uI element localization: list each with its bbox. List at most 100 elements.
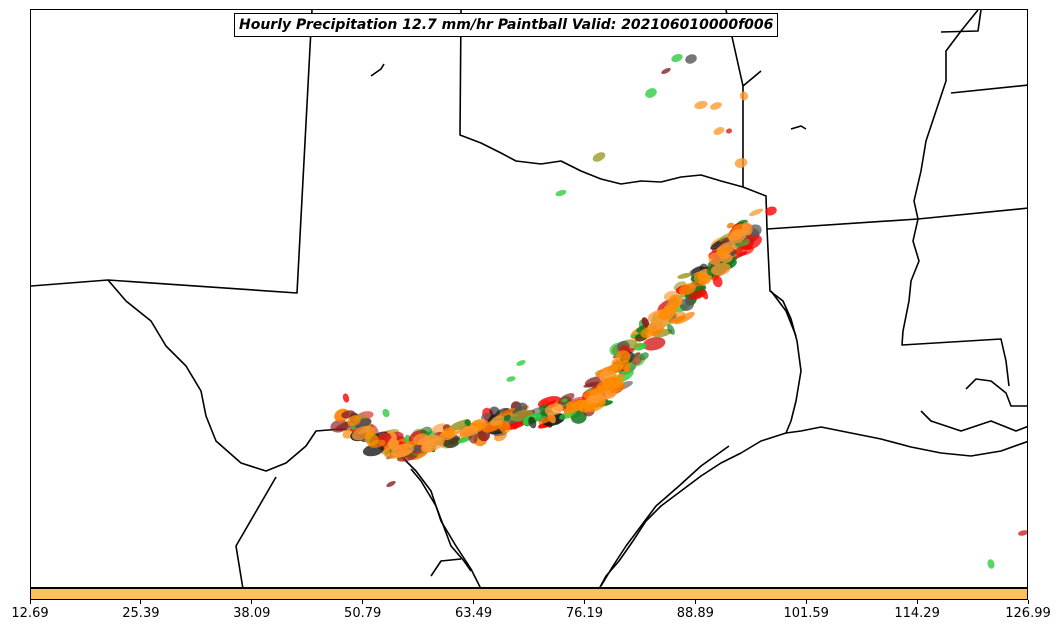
la-coast [920,378,1027,432]
colorbar-tick-mark [251,600,253,604]
precip-paintball [528,416,537,429]
precip-paintball [677,272,692,279]
precip-paintball [661,67,671,75]
precip-paintball [588,389,612,404]
colorbar-tick-label: 50.79 [344,606,382,621]
ms-al-border [950,84,1027,94]
precip-paintball [420,437,445,453]
tx-la-border [766,228,802,434]
precip-paintball [561,398,568,403]
colorbar-tick-label: 12.69 [11,606,49,621]
mx-state-border-3 [430,558,462,577]
precip-paintball [716,246,731,256]
la-ms-border [901,218,1010,387]
map-canvas [31,10,1027,587]
mx-state-border-2 [410,468,472,572]
precip-paintball [589,385,610,396]
map-panel [30,9,1028,588]
precip-paintball [685,54,697,64]
precip-paintball [631,356,642,366]
precip-paintball [603,373,625,386]
map-title: Hourly Precipitation 12.7 mm/hr Paintbal… [234,13,779,37]
precip-paintball [647,317,669,332]
colorbar-tick-label: 76.19 [565,606,604,621]
ok-ar-border [725,10,1027,230]
precip-paintball [544,403,564,416]
precip-paintball [460,425,479,437]
precip-paintball [694,100,708,110]
rio-grande [107,279,481,587]
precip-paintball [365,434,379,447]
precip-paintball [708,252,722,265]
ok-ark-notch [370,63,385,77]
mx-state-border-1 [235,476,277,587]
precip-paintball [639,352,649,361]
precip-paintball [641,317,650,328]
precip-paintball [489,406,501,418]
precip-paintball [710,102,722,110]
colorbar-tick-label: 38.09 [233,606,271,621]
precip-paintball [498,420,511,434]
precip-paintball [563,399,587,415]
precip-paintball [720,254,733,264]
precip-paintball [734,245,754,256]
precip-paintball [390,443,415,458]
precip-paintball [633,342,642,348]
precip-paintball [688,289,707,301]
ms-river [913,10,979,220]
precip-paintball [725,128,733,134]
colorbar-tick-mark [805,600,807,604]
precip-paintball [739,91,749,101]
precip-paintball [611,358,623,373]
precip-paintball [645,88,657,98]
colorbar-tick-label: 126.99 [1005,606,1051,621]
mo-ar-border [742,70,762,87]
tn-small [790,125,807,130]
colorbar-tick-mark [1027,600,1029,604]
precip-paintball [749,208,764,217]
precip-paintball [506,376,516,382]
precip-paintball [674,311,695,325]
precip-paintball [658,304,678,320]
precip-paintball [713,127,725,135]
colorbar [30,588,1028,600]
colorbar-tick-mark [473,600,475,604]
colorbar-tick-label: 114.29 [894,606,940,621]
barrier-island [600,445,730,587]
precip-paintball [728,229,747,244]
precip-paintball [987,559,995,569]
precip-paintball [441,427,456,438]
colorbar-tick-mark [583,600,585,604]
precip-paintball [347,415,361,427]
precip-paintball [734,158,748,168]
precip-paintball [342,393,350,403]
precip-paintball [382,408,390,418]
colorbar-tick-mark [362,600,364,604]
colorbar-tick-mark [29,600,31,604]
red-river-lower [770,290,797,337]
precip-paintball [726,222,735,229]
precip-paintball [712,275,723,288]
colorbar-tick-mark [694,600,696,604]
tn-border [940,10,982,33]
colorbar-tick-mark [916,600,918,604]
tx-panhandle-north-border [459,10,744,188]
precip-paintball [711,262,731,276]
precip-paintball [669,294,682,308]
colorbar-tick-label: 63.49 [454,606,493,621]
precip-paintball [516,360,526,366]
colorbar-tick-label: 88.89 [676,606,714,621]
nm-tx-border [31,10,313,294]
precip-paintball [642,337,666,351]
precip-paintball [386,480,396,488]
precip-paintball [330,419,349,433]
precip-paintball [538,415,554,425]
precip-paintball [765,206,777,216]
colorbar-tick-mark [140,600,142,604]
precip-paintball [592,152,606,162]
precip-paintball [679,297,695,312]
precip-paintball [511,422,519,430]
precip-paintball [671,54,683,62]
colorbar-tick-label: 101.59 [783,606,829,621]
precip-paintball [464,419,471,427]
